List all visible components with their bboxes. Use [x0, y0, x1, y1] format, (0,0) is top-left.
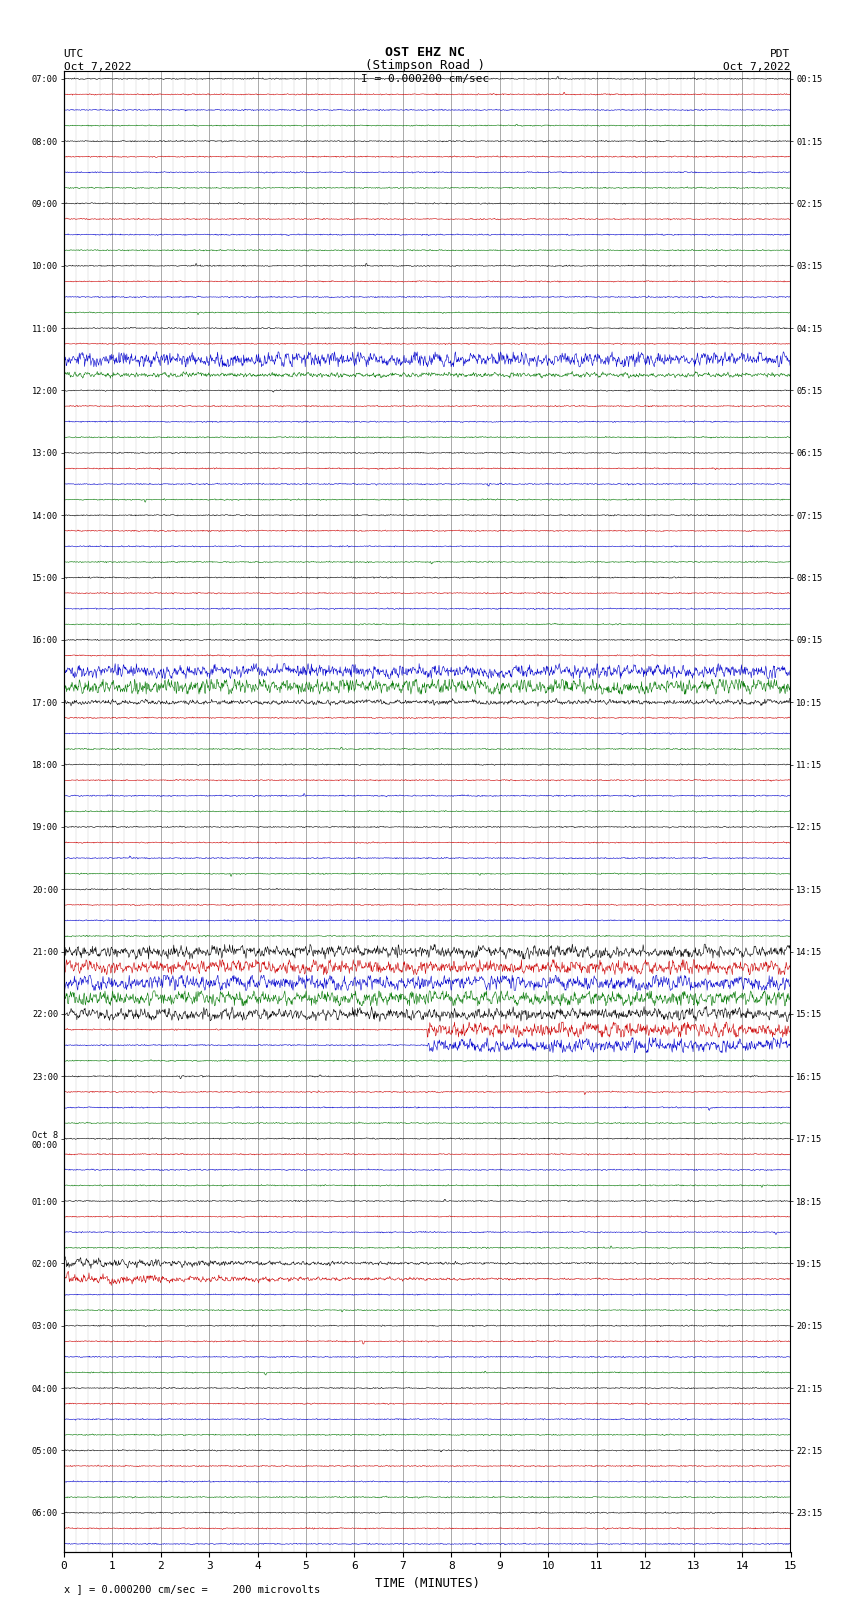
- Text: OST EHZ NC: OST EHZ NC: [385, 45, 465, 58]
- Text: UTC: UTC: [64, 48, 84, 58]
- X-axis label: TIME (MINUTES): TIME (MINUTES): [375, 1578, 479, 1590]
- Text: I = 0.000200 cm/sec: I = 0.000200 cm/sec: [361, 74, 489, 84]
- Text: (Stimpson Road ): (Stimpson Road ): [365, 58, 485, 71]
- Text: Oct 7,2022: Oct 7,2022: [723, 61, 791, 71]
- Text: Oct 7,2022: Oct 7,2022: [64, 61, 131, 71]
- Text: x ] = 0.000200 cm/sec =    200 microvolts: x ] = 0.000200 cm/sec = 200 microvolts: [64, 1584, 320, 1594]
- Text: PDT: PDT: [770, 48, 790, 58]
